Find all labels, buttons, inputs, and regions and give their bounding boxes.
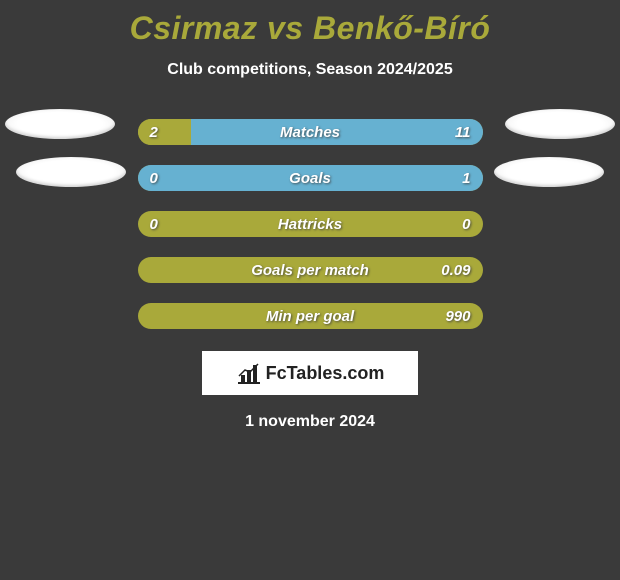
- date-line: 1 november 2024: [0, 413, 620, 431]
- page-title: Csirmaz vs Benkő-Bíró: [0, 0, 620, 47]
- stat-bar-track: 0 0 Hattricks: [138, 211, 483, 237]
- stat-bar-left: [138, 119, 191, 145]
- stat-label: Hattricks: [278, 216, 342, 233]
- stat-bar-track: 990 Min per goal: [138, 303, 483, 329]
- stat-bar-track: 0 1 Goals: [138, 165, 483, 191]
- stat-row: 990 Min per goal: [0, 293, 620, 339]
- stat-bar-track: 2 11 Matches: [138, 119, 483, 145]
- stat-bar-track: 0.09 Goals per match: [138, 257, 483, 283]
- brand-badge: FcTables.com: [202, 351, 418, 395]
- stat-value-right: 0.09: [441, 262, 470, 279]
- stat-value-left: 0: [150, 216, 158, 233]
- stat-value-right: 11: [455, 124, 471, 141]
- stat-row: 0.09 Goals per match: [0, 247, 620, 293]
- stat-value-right: 1: [462, 170, 470, 187]
- stat-row: 0 0 Hattricks: [0, 201, 620, 247]
- comparison-chart: 2 11 Matches 0 1 Goals 0 0 Hattricks 0.09 Goals pe…: [0, 109, 620, 339]
- stat-label: Goals per match: [251, 262, 369, 279]
- stat-row: 0 1 Goals: [0, 155, 620, 201]
- bar-chart-icon: [236, 361, 262, 385]
- stat-label: Goals: [289, 170, 331, 187]
- stat-label: Min per goal: [266, 308, 354, 325]
- brand-text: FcTables.com: [266, 363, 385, 384]
- stat-value-right: 990: [445, 308, 470, 325]
- subtitle: Club competitions, Season 2024/2025: [0, 61, 620, 79]
- stat-value-right: 0: [462, 216, 470, 233]
- stat-value-left: 0: [150, 170, 158, 187]
- stat-value-left: 2: [150, 124, 158, 141]
- stat-row: 2 11 Matches: [0, 109, 620, 155]
- stat-label: Matches: [280, 124, 340, 141]
